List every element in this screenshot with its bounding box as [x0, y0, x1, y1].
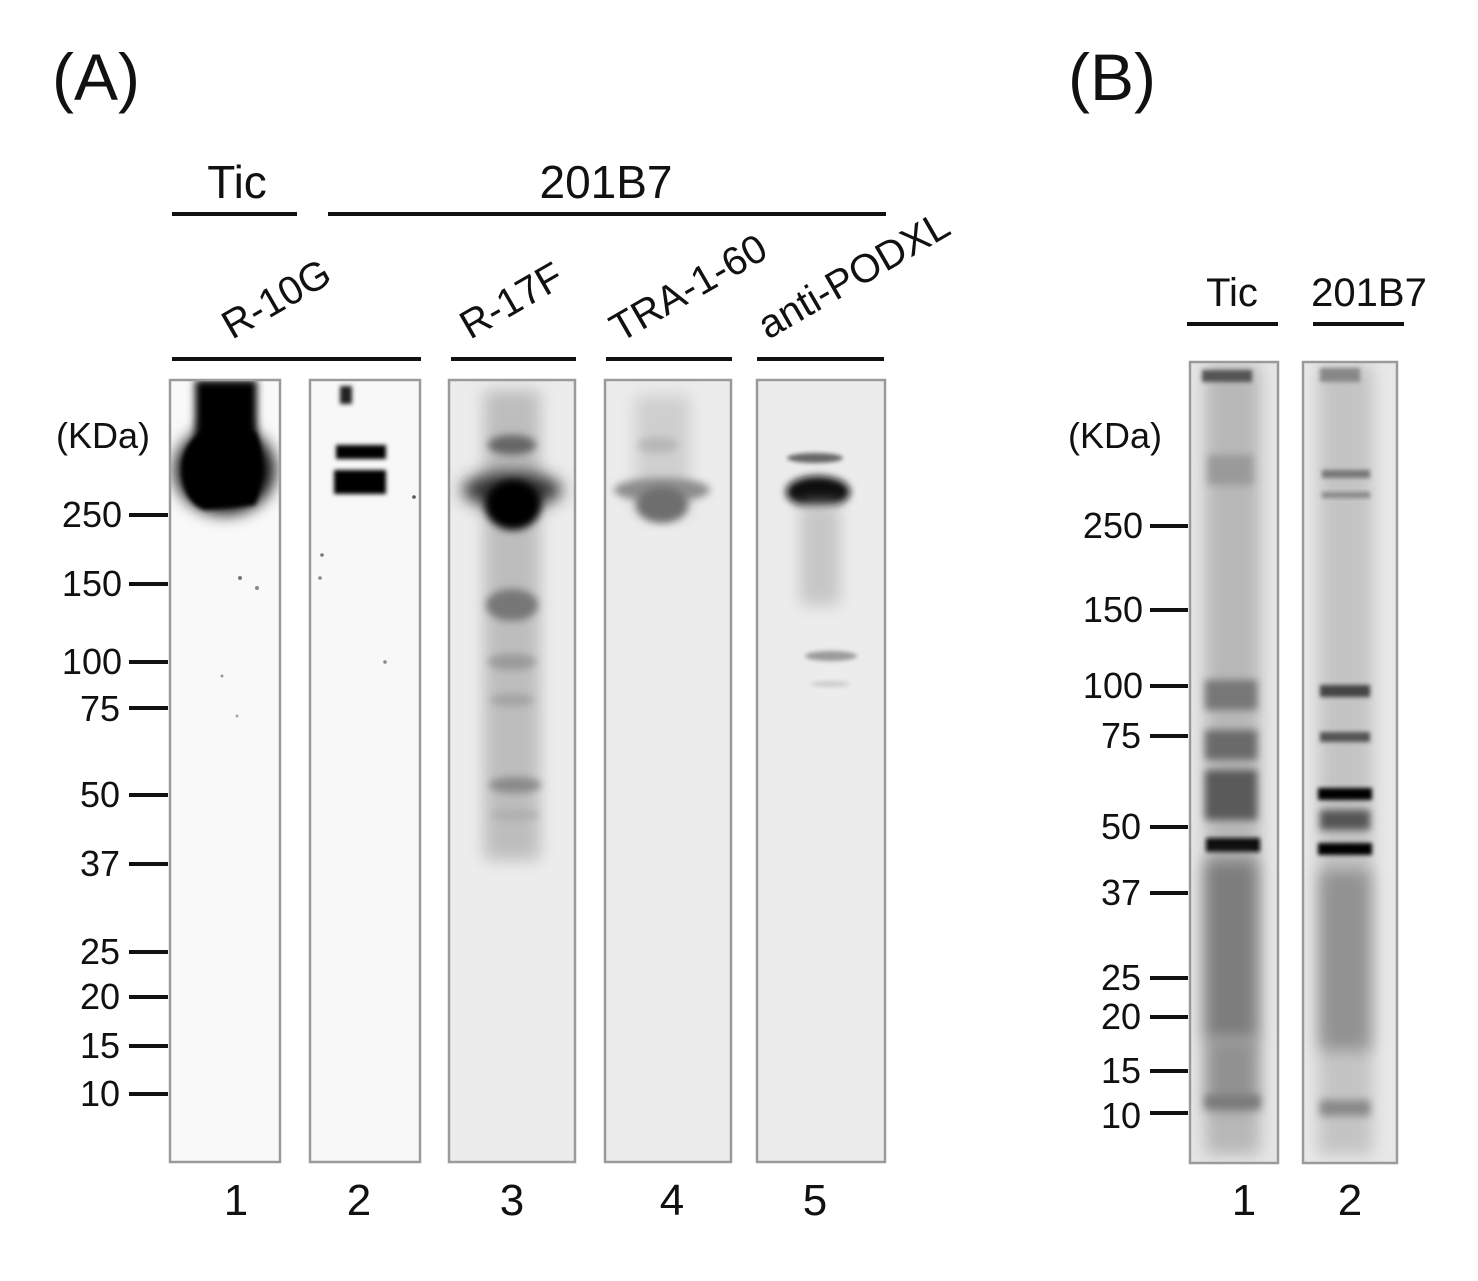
panel-a-label: (A): [52, 40, 140, 114]
marker-b-37: 37: [1101, 872, 1188, 913]
marker-37: 37: [80, 843, 168, 884]
svg-text:250: 250: [1083, 505, 1143, 546]
panel-a-lane-5: 5: [803, 1176, 827, 1225]
marker-b-100: 100: [1083, 665, 1188, 706]
svg-text:20: 20: [80, 976, 120, 1017]
marker-150: 150: [62, 563, 168, 604]
panel-b-group-label-201b7: 201B7: [1311, 271, 1427, 315]
svg-text:20: 20: [1101, 996, 1141, 1037]
panel-b-group-label-tic: Tic: [1206, 271, 1258, 315]
svg-text:15: 15: [80, 1025, 120, 1066]
panel-b-marker-ladder: 250 150 100 75 50 37 25 20 15 10: [1083, 505, 1188, 1136]
marker-b-25: 25: [1101, 957, 1188, 998]
panel-b-unit-label: (KDa): [1068, 415, 1162, 456]
svg-text:150: 150: [1083, 589, 1143, 630]
panel-a-lane-1: 1: [224, 1176, 248, 1225]
marker-b-75: 75: [1101, 715, 1188, 756]
blot-lane-a1: [168, 378, 282, 1164]
panel-a-group-label-201b7: 201B7: [539, 156, 672, 208]
svg-text:150: 150: [62, 563, 122, 604]
marker-50: 50: [80, 774, 168, 815]
marker-10: 10: [80, 1073, 168, 1114]
marker-b-50: 50: [1101, 806, 1188, 847]
svg-text:50: 50: [80, 774, 120, 815]
svg-text:15: 15: [1101, 1050, 1141, 1091]
panel-a-lane-3: 3: [500, 1176, 524, 1225]
panel-a-unit-label: (KDa): [56, 415, 150, 456]
blot-lane-a2: [308, 378, 422, 1164]
svg-text:75: 75: [80, 688, 120, 729]
panel-a-lane-2: 2: [347, 1176, 371, 1225]
blot-lane-a4: [603, 378, 733, 1164]
panel-a-group-label-tic: Tic: [207, 156, 267, 208]
antibody-label-tra160: TRA-1-60: [603, 226, 775, 351]
svg-text:37: 37: [1101, 872, 1141, 913]
panel-a-lane-4: 4: [660, 1176, 684, 1225]
panel-b-lane-1: 1: [1232, 1176, 1256, 1225]
marker-b-20: 20: [1101, 996, 1188, 1037]
svg-text:100: 100: [1083, 665, 1143, 706]
svg-text:25: 25: [80, 931, 120, 972]
svg-text:10: 10: [1101, 1095, 1141, 1136]
antibody-label-anti-podxl: anti-PODXL: [751, 203, 958, 348]
gel-lane-b2: [1301, 360, 1399, 1165]
svg-text:37: 37: [80, 843, 120, 884]
marker-25: 25: [80, 931, 168, 972]
svg-text:100: 100: [62, 641, 122, 682]
svg-text:75: 75: [1101, 715, 1141, 756]
marker-b-15: 15: [1101, 1050, 1188, 1091]
panel-b-label: (B): [1068, 40, 1156, 114]
marker-b-150: 150: [1083, 589, 1188, 630]
marker-b-10: 10: [1101, 1095, 1188, 1136]
marker-b-250: 250: [1083, 505, 1188, 546]
marker-20: 20: [80, 976, 168, 1017]
gel-lane-b1: [1188, 360, 1280, 1165]
marker-100: 100: [62, 641, 168, 682]
panel-a-marker-ladder: 250 150 100 75 50 37 25 20 15 10: [62, 494, 168, 1114]
svg-text:50: 50: [1101, 806, 1141, 847]
svg-text:25: 25: [1101, 957, 1141, 998]
antibody-label-r17f: R-17F: [453, 254, 571, 348]
antibody-label-r10g: R-10G: [215, 251, 339, 348]
svg-text:10: 10: [80, 1073, 120, 1114]
marker-75: 75: [80, 688, 168, 729]
marker-15: 15: [80, 1025, 168, 1066]
marker-250: 250: [62, 494, 168, 535]
blot-lane-a3: [447, 378, 577, 1164]
panel-b-lane-2: 2: [1338, 1176, 1362, 1225]
blot-lane-a5: [755, 378, 887, 1164]
svg-text:250: 250: [62, 494, 122, 535]
